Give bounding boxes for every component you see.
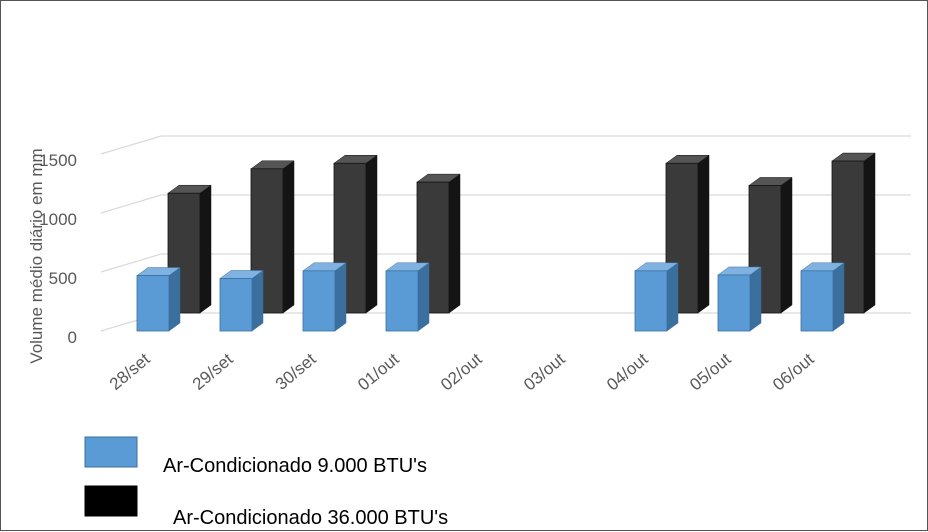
gridline-depth (100, 253, 162, 273)
x-tick-label: 06/out (769, 349, 818, 394)
x-tick-label: 05/out (686, 349, 735, 394)
legend-label: Ar-Condicionado 36.000 BTU's (173, 507, 448, 529)
legend-label: Ar-Condicionado 9.000 BTU's (163, 455, 427, 477)
x-tick-label: 02/out (437, 349, 486, 394)
legend: Ar-Condicionado 9.000 BTU's Ar-Condiciona… (84, 436, 448, 529)
gridline-depth (100, 135, 162, 155)
bar-front-series (800, 262, 845, 332)
bar-back-series (831, 152, 876, 314)
bar-back-series (416, 173, 461, 314)
bar-back-series (167, 184, 212, 314)
bar-front-series (302, 262, 347, 332)
bar-front-series (717, 266, 762, 332)
x-tick-label: 04/out (603, 349, 652, 394)
bars (136, 152, 876, 332)
x-tick-label: 03/out (520, 349, 569, 394)
y-axis-label: Volume médio diário em mm (27, 148, 46, 363)
legend-swatch (84, 436, 138, 468)
bar-back-series (748, 176, 793, 314)
x-axis-ticks: 28/set 29/set 30/set 01/out 02/out 03/out 04/o… (106, 349, 818, 394)
bar-back-series (250, 160, 295, 314)
x-tick-label: 29/set (189, 349, 237, 394)
legend-swatch (84, 485, 138, 517)
y-tick-label: 1000 (39, 210, 77, 229)
x-tick-label: 01/out (354, 349, 403, 394)
bar-front-series (136, 267, 181, 332)
y-tick-label: 500 (49, 269, 77, 288)
x-tick-label: 30/set (272, 349, 320, 394)
y-tick-label: 1500 (39, 151, 77, 170)
y-axis-ticks: 0 500 1000 1500 (39, 151, 77, 347)
x-tick-label: 28/set (106, 349, 154, 394)
gridline-depth (100, 194, 162, 214)
bar-front-series (634, 262, 679, 332)
bar-front-series (385, 262, 430, 332)
y-tick-label: 0 (68, 328, 77, 347)
bar-front-series (219, 269, 264, 332)
